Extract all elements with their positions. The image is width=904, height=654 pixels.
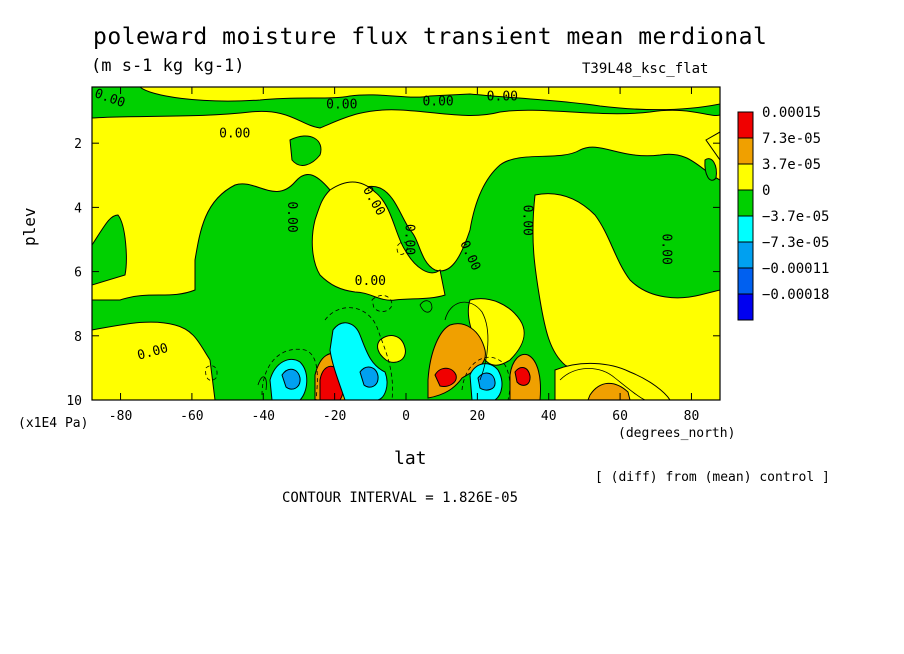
legend-label: 0	[762, 183, 770, 199]
positive-region-top-band	[92, 87, 720, 111]
contour-label-text: 0.00	[487, 90, 518, 105]
x-tick-label: -60	[180, 409, 203, 424]
contour-label: 0.00	[658, 233, 673, 264]
chart-units: (m s-1 kg kg-1)	[91, 56, 245, 76]
legend-label: −7.3e-05	[762, 235, 829, 251]
y-tick-label: 2	[74, 137, 82, 152]
legend-swatch	[737, 267, 754, 295]
legend-label: 0.00015	[762, 105, 821, 121]
positive-high-region-3	[514, 367, 531, 386]
contour-label: 0.00	[519, 205, 534, 236]
x-tick-label: -80	[109, 409, 132, 424]
positive-region-small-2	[705, 131, 720, 161]
x-tick-label: 20	[470, 409, 486, 424]
y-tick-label: 10	[66, 394, 82, 409]
contour-label-text: 0.00	[422, 94, 453, 109]
legend-label: −0.00011	[762, 261, 829, 277]
positive-contours	[257, 300, 646, 400]
x-tick-label: -20	[323, 409, 346, 424]
x-tick-label: 0	[402, 409, 410, 424]
x-tick-label: -40	[252, 409, 275, 424]
positive-region-small-1	[377, 335, 406, 363]
contour-label: 0.00	[355, 274, 386, 289]
x-axis-label: lat	[394, 448, 427, 469]
contour-label-text: 0.00	[519, 205, 534, 236]
y-tick-label: 4	[74, 201, 82, 216]
contour-label-text: 0.00	[355, 274, 386, 289]
contour-label-text: 0.00	[284, 201, 299, 232]
y-tick-label: 6	[74, 266, 82, 281]
negative-region-island-mid	[289, 135, 322, 166]
chart-title: poleward moisture flux transient mean me…	[93, 24, 768, 50]
contour-label: 0.00	[219, 127, 250, 142]
contour-label-text: 0.00	[326, 98, 357, 113]
contour-label-text: 0.00	[658, 233, 673, 264]
negative-high-region-3	[477, 372, 496, 391]
x-tick-label: 80	[684, 409, 700, 424]
positive-region-south-left	[92, 321, 216, 400]
contour-label: 0.00	[402, 224, 417, 255]
y-axis-units: (x1E4 Pa)	[18, 416, 89, 431]
legend-label: −3.7e-05	[762, 209, 829, 225]
legend-label: −0.00018	[762, 287, 829, 303]
negative-high-region-1	[281, 368, 301, 390]
x-axis-units: (degrees_north)	[618, 426, 736, 441]
contour-label: 0.00	[487, 90, 518, 105]
plot-fill-layer	[92, 87, 720, 400]
run-id: T39L48_ksc_flat	[582, 61, 709, 77]
legend-swatch	[737, 111, 754, 139]
legend-label: 3.7e-05	[762, 157, 821, 173]
y-tick-label: 8	[74, 330, 82, 345]
diff-note: [ (diff) from (mean) control ]	[595, 470, 830, 485]
contour-label-text: 0.00	[219, 127, 250, 142]
contour-label-text: 0.00	[402, 224, 417, 255]
negative-contours	[205, 241, 511, 400]
legend-swatch	[737, 293, 754, 321]
legend: 0.00015 7.3e-05 3.7e-05 0 −3.7e-05 −7.3e-05 −0…	[737, 105, 829, 321]
legend-label: 7.3e-05	[762, 131, 821, 147]
legend-swatch	[737, 189, 754, 217]
positive-region-southeast	[554, 362, 671, 400]
contour-interval: CONTOUR INTERVAL = 1.826E-05	[282, 490, 519, 506]
contour-label: 0.00	[422, 94, 453, 109]
positive-region-center	[311, 181, 446, 301]
positive-mid-region-4	[587, 382, 631, 400]
negative-high-region-2	[359, 366, 379, 388]
x-tick-label: 60	[612, 409, 628, 424]
legend-swatch	[737, 241, 754, 269]
contour-label: 0.00	[326, 98, 357, 113]
negative-region-island-east	[704, 158, 717, 181]
x-tick-label: 40	[541, 409, 557, 424]
axes: -80 -60 -40 -20 0 20 40 60 80 2 4 6 8 10	[66, 87, 720, 424]
positive-high-region-2	[434, 367, 457, 387]
positive-region-north-upper	[92, 109, 720, 301]
legend-swatch	[737, 163, 754, 191]
legend-swatch	[737, 215, 754, 243]
contour-label: 0.00	[284, 201, 299, 232]
negative-region-island-west	[92, 214, 127, 286]
legend-swatch	[737, 137, 754, 165]
